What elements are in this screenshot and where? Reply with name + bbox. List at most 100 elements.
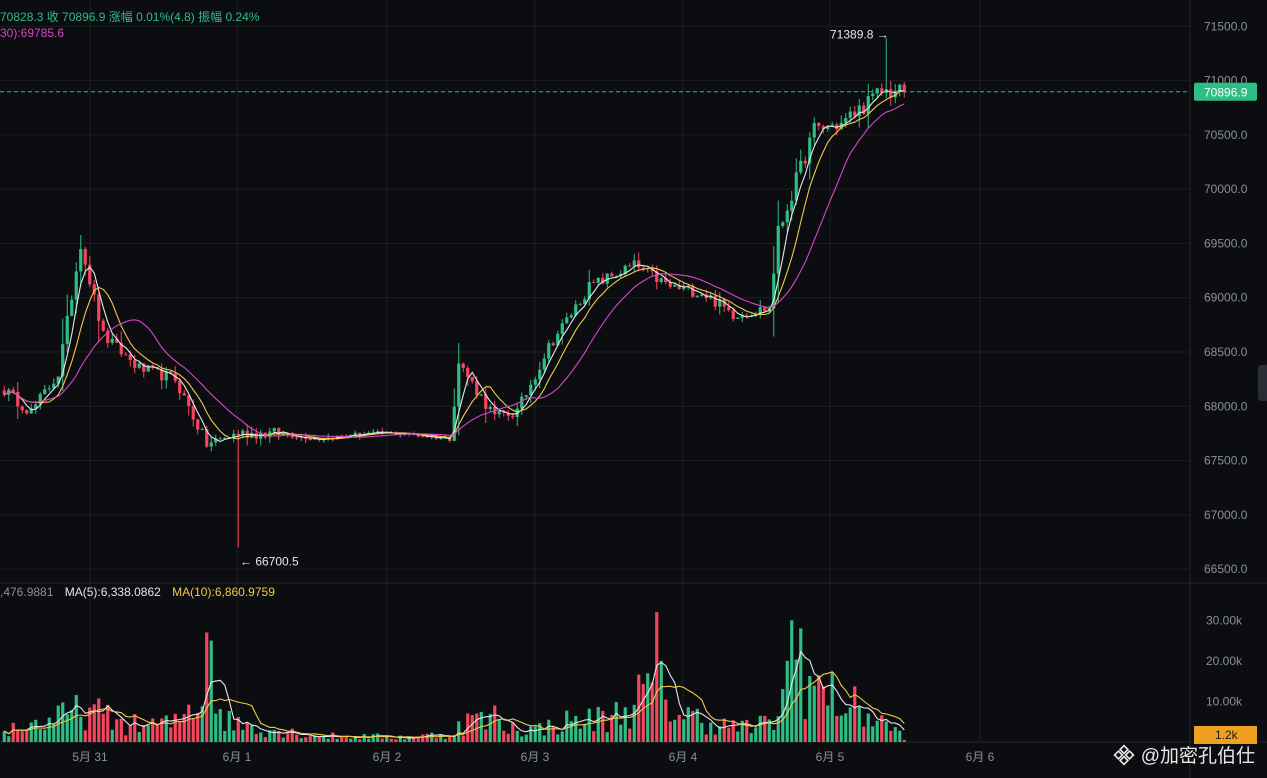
volume-bar: [556, 734, 560, 742]
volume-bar: [128, 725, 132, 742]
volume-bar: [223, 731, 227, 742]
candle: [506, 409, 510, 421]
candle: [232, 429, 236, 443]
candle: [173, 366, 177, 384]
candle: [547, 339, 551, 364]
candle: [614, 275, 618, 278]
volume-bar: [47, 717, 51, 742]
volume-bar: [700, 722, 704, 742]
candle: [560, 319, 564, 345]
volume-bar: [340, 735, 344, 742]
candle: [488, 404, 492, 413]
volume-bar: [34, 719, 38, 742]
volume-bar: [853, 686, 857, 742]
candle: [722, 297, 726, 312]
volume-bar: [124, 735, 128, 742]
candle: [295, 436, 299, 441]
volume-bar: [38, 729, 42, 742]
volume-bar: [385, 735, 389, 742]
volume-bar: [623, 707, 627, 742]
candle: [110, 333, 114, 345]
volume-bar: [349, 738, 353, 742]
current-volume-label: 1.2k: [1215, 728, 1239, 742]
volume-bar: [713, 734, 717, 742]
volume-bar: [250, 725, 254, 742]
volume-bar: [578, 728, 582, 742]
volume-bar: [650, 682, 654, 742]
price-tick-label: 68000.0: [1204, 399, 1248, 413]
volume-bar: [457, 721, 461, 742]
volume-bar: [317, 736, 321, 742]
volume-bar: [709, 722, 713, 742]
volume-bar: [29, 722, 33, 742]
candle: [182, 390, 186, 396]
ma30-legend: 30):69785.6: [0, 26, 65, 40]
panel-resize-handle[interactable]: [1258, 365, 1267, 401]
candle: [470, 376, 474, 384]
volume-bar: [889, 730, 893, 742]
time-tick-label: 6月 2: [373, 750, 402, 764]
volume-bar: [313, 735, 317, 742]
candle: [47, 385, 51, 392]
volume-bar: [470, 715, 474, 742]
candle: [574, 300, 578, 317]
price-tick-label: 69500.0: [1204, 236, 1248, 250]
candle: [520, 392, 524, 415]
volume-bar: [884, 721, 888, 742]
time-tick-label: 6月 6: [966, 750, 995, 764]
volume-bar: [502, 730, 506, 742]
volume-bar: [839, 715, 843, 742]
price-tick-label: 70500.0: [1204, 128, 1248, 142]
volume-bar: [794, 659, 798, 742]
volume-bar: [394, 739, 398, 742]
volume-bar: [542, 735, 546, 742]
candle: [587, 269, 591, 306]
volume-bar: [151, 718, 155, 742]
volume-bar: [214, 713, 218, 742]
candle: [79, 235, 83, 287]
volume-bar: [817, 675, 821, 742]
volume-bar: [506, 733, 510, 742]
volume-bar: [610, 714, 614, 742]
candle: [569, 313, 573, 319]
volume-bar: [524, 734, 528, 742]
candle: [308, 438, 312, 441]
volume-bar: [601, 710, 605, 742]
candle: [178, 378, 182, 400]
volume-bar: [727, 727, 731, 742]
volume-bar: [677, 714, 681, 742]
volume-bar: [574, 715, 578, 742]
volume-bar: [380, 738, 384, 742]
volume-bar: [875, 720, 879, 742]
volume-bar: [398, 735, 402, 742]
candle: [106, 327, 110, 348]
volume-bar: [826, 705, 830, 742]
volume-bar: [92, 704, 96, 742]
volume-tick-label: 10.00k: [1206, 694, 1243, 708]
volume-bar: [547, 719, 551, 742]
candle: [277, 427, 281, 440]
candle: [236, 429, 240, 548]
volume-bar: [367, 738, 371, 742]
volume-bar: [137, 731, 141, 742]
volume-bar: [430, 732, 434, 742]
volume-bar: [227, 710, 231, 742]
candle: [209, 437, 213, 452]
volume-bar: [880, 715, 884, 742]
volume-bar: [704, 734, 708, 742]
candle: [38, 392, 42, 410]
candle: [2, 385, 6, 397]
candle: [736, 317, 740, 319]
candle: [862, 102, 866, 116]
ma-line: [4, 103, 905, 438]
volume-bar: [749, 733, 753, 742]
candle: [623, 264, 627, 277]
volume-bar: [115, 719, 119, 742]
candle: [812, 117, 816, 146]
volume-bar: [520, 736, 524, 742]
candle: [727, 301, 731, 312]
volume-bar: [173, 713, 177, 742]
candle: [875, 87, 879, 98]
candle: [124, 352, 128, 356]
